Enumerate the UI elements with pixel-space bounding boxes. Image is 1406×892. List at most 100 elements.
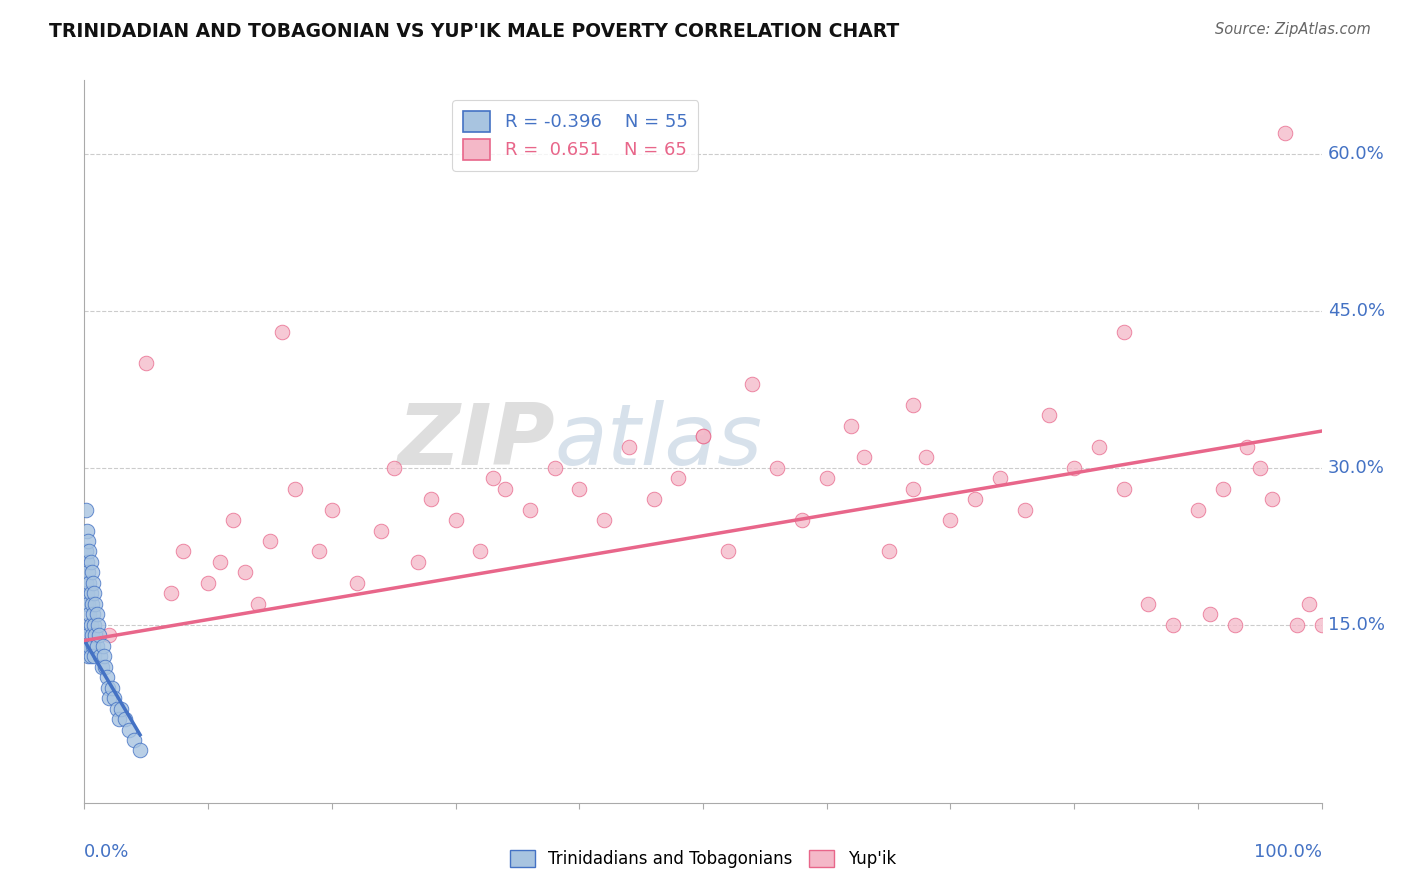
Point [83,617,105,632]
Text: 30.0%: 30.0% [1327,458,1385,476]
Legend: Trinidadians and Tobagonians, Yup'ik: Trinidadians and Tobagonians, Yup'ik [503,843,903,875]
Point [105,701,128,715]
Point [77,597,100,611]
Point [83,586,105,600]
Point [1236,440,1258,454]
Point [643,492,665,507]
Point [877,544,900,558]
Point [114,712,136,726]
Point [939,513,962,527]
Point [82,607,104,622]
Point [76,617,98,632]
Point [93,649,115,664]
Point [80,628,103,642]
Point [79,607,101,622]
Point [1112,482,1135,496]
Point [77,534,100,549]
Point [76,586,98,600]
Point [209,555,232,569]
Point [100,681,122,695]
Point [122,733,145,747]
Point [666,471,689,485]
Point [790,513,813,527]
Point [160,586,183,600]
Point [98,691,121,706]
Point [717,544,740,558]
Point [222,513,245,527]
Point [321,502,343,516]
Point [103,691,125,706]
Point [75,597,97,611]
Point [89,649,111,664]
Point [1310,617,1333,632]
Point [76,524,98,538]
Point [1285,617,1308,632]
Point [246,597,269,611]
Point [1088,440,1111,454]
Point [1038,409,1060,423]
Point [79,617,101,632]
Point [87,617,110,632]
Point [77,649,100,664]
Text: Source: ZipAtlas.com: Source: ZipAtlas.com [1215,22,1371,37]
Point [89,628,111,642]
Point [1274,126,1296,140]
Point [470,544,492,558]
Point [965,492,987,507]
Point [519,502,541,516]
Point [815,471,838,485]
Text: 45.0%: 45.0% [1327,301,1385,319]
Point [129,743,152,757]
Legend: R = -0.396    N = 55, R =  0.651    N = 65: R = -0.396 N = 55, R = 0.651 N = 65 [453,100,699,170]
Point [481,471,503,485]
Point [82,639,104,653]
Point [766,460,789,475]
Point [135,356,157,370]
Point [76,639,98,653]
Point [79,544,101,558]
Text: ZIP: ZIP [396,400,554,483]
Point [903,482,925,496]
Point [308,544,330,558]
Point [1112,325,1135,339]
Point [692,429,714,443]
Point [172,544,194,558]
Point [86,607,108,622]
Point [79,586,101,600]
Point [86,639,108,653]
Point [382,460,405,475]
Point [841,418,863,433]
Point [271,325,294,339]
Point [741,376,763,391]
Point [80,566,103,580]
Point [79,639,101,653]
Point [1063,460,1085,475]
Point [1137,597,1160,611]
Point [419,492,441,507]
Text: 15.0%: 15.0% [1327,615,1385,634]
Text: 60.0%: 60.0% [1327,145,1385,162]
Point [903,398,925,412]
Point [617,440,640,454]
Point [75,544,97,558]
Point [852,450,875,465]
Text: 100.0%: 100.0% [1254,843,1322,861]
Point [97,681,120,695]
Point [1298,597,1320,611]
Point [914,450,936,465]
Point [79,575,101,590]
Point [568,482,591,496]
Point [118,723,141,737]
Point [84,628,107,642]
Point [1249,460,1271,475]
Point [692,429,714,443]
Point [494,482,516,496]
Point [233,566,256,580]
Point [94,659,117,673]
Point [75,628,97,642]
Point [197,575,219,590]
Point [408,555,430,569]
Point [988,471,1011,485]
Point [75,575,97,590]
Point [79,649,101,664]
